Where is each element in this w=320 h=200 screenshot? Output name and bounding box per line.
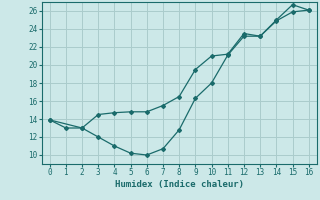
X-axis label: Humidex (Indice chaleur): Humidex (Indice chaleur)	[115, 180, 244, 189]
